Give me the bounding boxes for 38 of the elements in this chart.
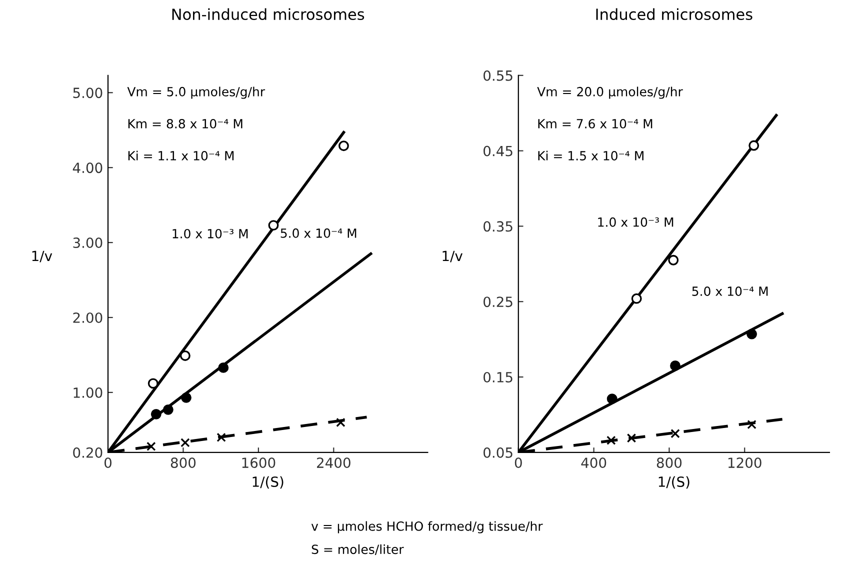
y-tick-label: 0.45 xyxy=(484,146,512,156)
y-tick-label: 0.20 xyxy=(73,447,102,458)
y-tick-label: 0.25 xyxy=(484,296,512,308)
x-tick-label: 400 xyxy=(581,458,606,468)
annotation: Ki = 1.1 x 10⁻⁴ M xyxy=(128,150,234,160)
y-axis-title: 1/v xyxy=(442,250,463,262)
y-tick-label: 0.05 xyxy=(484,447,512,458)
x-tick-label: 1600 xyxy=(242,458,276,468)
y-axis-title: 1/v xyxy=(32,250,52,262)
x-axis-title: 1/(S) xyxy=(658,476,690,489)
annotation: Km = 8.8 x 10⁻⁴ M xyxy=(128,118,242,128)
y-tick-label: 0.55 xyxy=(484,70,512,81)
chart-title: Induced microsomes xyxy=(596,8,752,20)
y-tick-label: 5.00 xyxy=(73,88,102,98)
y-tick-label: 1.00 xyxy=(74,387,102,398)
annotation: 5.0 x 10⁻⁴ M xyxy=(280,228,356,238)
annotation: Vm = 20.0 µmoles/g/hr xyxy=(537,86,683,99)
x-tick-label: 2400 xyxy=(317,458,350,468)
annotation: Km = 7.6 x 10⁻⁴ M xyxy=(538,118,652,128)
text: v = µmoles HCHO formed/g tissue/hr xyxy=(311,521,543,534)
x-tick-label: 0 xyxy=(514,458,522,468)
annotation: 5.0 x 10⁻⁴ M xyxy=(692,286,768,296)
x-tick-label: 800 xyxy=(656,458,682,468)
y-tick-label: 4.00 xyxy=(72,162,102,174)
y-tick-label: 3.00 xyxy=(73,238,102,248)
annotation: Vm = 5.0 µmoles/g/hr xyxy=(127,86,266,99)
annotation: 1.0 x 10⁻³ M xyxy=(598,217,674,227)
y-tick-label: 0.35 xyxy=(484,221,512,232)
chart-title: Non-induced microsomes xyxy=(172,8,364,20)
x-tick-label: 800 xyxy=(170,458,196,468)
text: S = moles/liter xyxy=(312,544,404,556)
x-tick-label: 1200 xyxy=(728,458,762,468)
y-tick-label: 0.15 xyxy=(484,372,512,382)
annotation: 1.0 x 10⁻³ M xyxy=(172,228,248,238)
x-tick-label: 0 xyxy=(104,458,112,468)
y-tick-label: 2.00 xyxy=(73,312,102,323)
x-axis-title: 1/(S) xyxy=(252,476,284,489)
annotation: Ki = 1.5 x 10⁻⁴ M xyxy=(538,150,644,160)
